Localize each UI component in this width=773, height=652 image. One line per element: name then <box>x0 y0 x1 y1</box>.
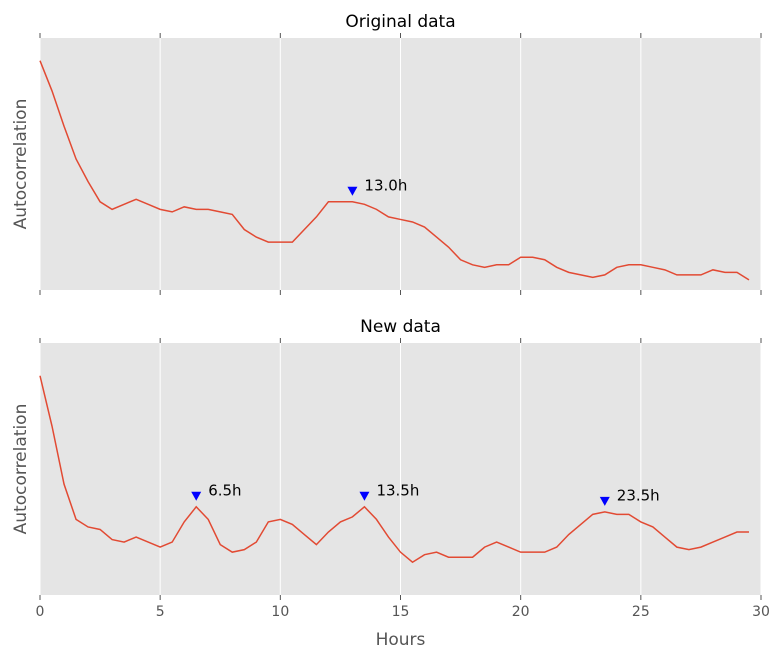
x-tick-label: 30 <box>752 604 770 620</box>
peak-label: 13.0h <box>364 176 407 194</box>
peak-marker <box>347 186 358 196</box>
chart-title: Original data <box>345 12 455 32</box>
x-tick-label: 20 <box>512 604 530 620</box>
y-axis-label: Autocorrelation <box>11 99 31 230</box>
x-tick-label: 15 <box>392 604 410 620</box>
y-axis-label: Autocorrelation <box>11 404 31 535</box>
x-axis-label: Hours <box>376 630 426 648</box>
peak-marker <box>359 491 370 501</box>
data-line <box>39 375 749 564</box>
peak-label: 13.5h <box>376 481 419 499</box>
x-tick-label: 25 <box>632 604 650 620</box>
x-tick-label: 5 <box>156 604 165 620</box>
peak-marker <box>191 491 202 501</box>
x-tick-label: 10 <box>271 604 289 620</box>
chart-title: New data <box>360 317 441 337</box>
peak-marker <box>599 496 610 506</box>
x-tick-label: 0 <box>36 604 45 620</box>
data-line <box>39 60 750 281</box>
peak-label: 23.5h <box>617 486 660 504</box>
peak-label: 6.5h <box>208 481 241 499</box>
